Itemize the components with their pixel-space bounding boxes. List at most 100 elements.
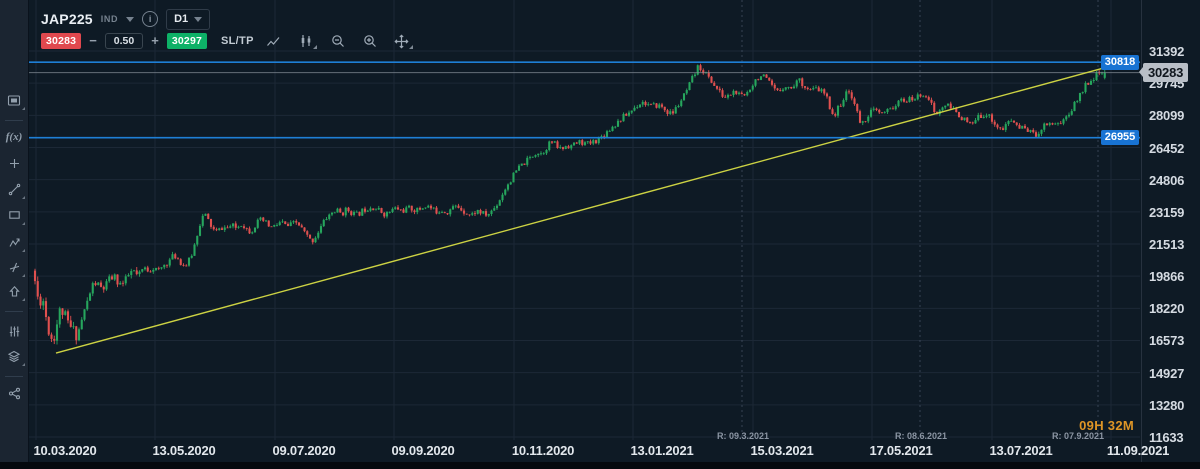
candle [757, 78, 760, 81]
info-icon[interactable]: i [142, 11, 159, 27]
candle [380, 207, 383, 214]
candle [1054, 122, 1057, 125]
spread-decrease-button[interactable]: − [89, 33, 97, 48]
candle [317, 231, 320, 240]
sltp-button[interactable]: SL/TP [221, 35, 254, 47]
candle [1059, 120, 1062, 125]
candle [721, 88, 724, 99]
zoom-out-button[interactable] [326, 32, 350, 50]
candle [713, 81, 716, 86]
candle [801, 77, 804, 89]
candle [850, 89, 853, 101]
strike-annotation-icon[interactable] [0, 255, 28, 279]
candle [1007, 120, 1010, 126]
spread-value[interactable]: 0.50 [104, 33, 144, 49]
candle [196, 235, 199, 247]
candlestick-chart[interactable] [28, 0, 1140, 462]
candle [949, 101, 952, 110]
candle [262, 216, 265, 223]
candle [592, 138, 595, 146]
candle [319, 223, 323, 235]
candle [960, 116, 963, 121]
buy-price-button[interactable]: 30297 [166, 33, 208, 49]
candle [1026, 127, 1029, 133]
candle [534, 154, 537, 158]
candle [820, 87, 823, 93]
candle [165, 264, 169, 268]
candle [691, 74, 694, 83]
candle [253, 226, 257, 233]
candle [735, 90, 738, 95]
candle [993, 119, 996, 127]
crosshair-plus-icon[interactable] [0, 151, 28, 175]
line-chart-type-button[interactable] [262, 32, 286, 50]
candle [168, 257, 171, 268]
candle [883, 111, 886, 114]
candle [966, 116, 969, 123]
candle [674, 105, 677, 114]
wave-pattern-icon[interactable] [0, 230, 28, 254]
price-tick-label: 23159 [1149, 204, 1185, 220]
candle [234, 221, 237, 231]
candle [889, 107, 892, 110]
candle [1051, 122, 1054, 126]
arrow-shape-icon[interactable] [0, 279, 28, 303]
candle [1018, 123, 1021, 129]
share-icon[interactable] [0, 381, 28, 405]
zoom-in-button[interactable] [358, 32, 382, 50]
corner-triangle-icon [22, 274, 25, 277]
chevron-down-icon[interactable] [126, 16, 135, 22]
candle [396, 205, 400, 211]
candle [457, 203, 460, 209]
candle [132, 269, 136, 272]
trendline-tool-icon[interactable] [0, 177, 28, 201]
chart-layout-icon[interactable] [0, 88, 28, 112]
bottom-edge [0, 462, 1200, 469]
candle [902, 97, 906, 103]
candle [968, 121, 972, 124]
candle [446, 213, 449, 216]
candle [97, 282, 100, 286]
candlestick-chart-type-button[interactable] [294, 32, 318, 50]
layers-icon[interactable] [0, 344, 28, 368]
symbol-name[interactable]: JAP225 [41, 11, 93, 27]
candle [53, 335, 56, 345]
candle [605, 129, 609, 138]
candle [460, 205, 463, 212]
timeframe-label: D1 [174, 13, 189, 25]
volume-profile-icon[interactable] [0, 319, 28, 343]
move-crosshair-button[interactable] [390, 32, 414, 50]
candle [479, 208, 482, 216]
candle [75, 325, 78, 345]
candle [424, 207, 427, 210]
candle [856, 103, 859, 113]
candle [1084, 81, 1087, 94]
price-tick-label: 11633 [1149, 430, 1184, 445]
candle [154, 267, 158, 271]
candle [894, 104, 897, 111]
candle [561, 146, 565, 151]
candle [616, 118, 620, 128]
candle [295, 219, 298, 225]
candle [325, 216, 328, 221]
spread-increase-button[interactable]: + [151, 33, 159, 48]
corner-triangle-icon [312, 45, 317, 49]
indicators-fx-icon[interactable]: f(x) [0, 125, 28, 149]
timeframe-selector[interactable]: D1 [166, 8, 211, 30]
candle [1045, 123, 1049, 126]
candle [363, 206, 367, 214]
candle [473, 211, 477, 217]
rectangle-tool-icon[interactable] [0, 203, 28, 227]
candle [578, 139, 581, 145]
sell-price-button[interactable]: 30283 [41, 33, 82, 49]
candle [141, 268, 144, 273]
candle [559, 144, 562, 149]
candle [36, 276, 39, 300]
candle [982, 114, 985, 119]
candle [581, 138, 584, 147]
trendline-drawing[interactable] [55, 62, 1121, 354]
candle [867, 115, 870, 124]
candle [418, 206, 422, 211]
candle [248, 226, 251, 234]
drawing-tools-sidebar: f(x) [0, 0, 29, 462]
